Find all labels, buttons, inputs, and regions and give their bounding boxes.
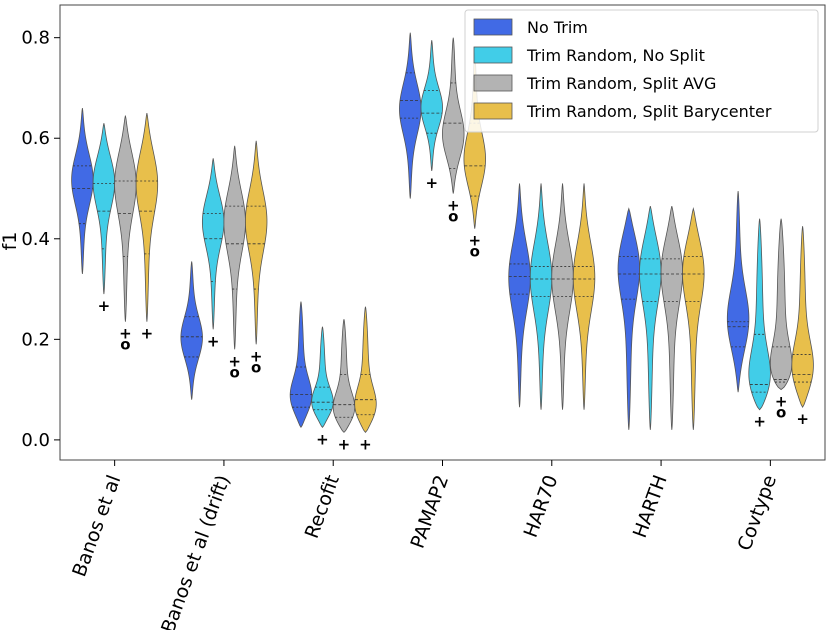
legend-swatch (473, 18, 513, 36)
outlier-marker: + (141, 325, 154, 343)
legend-swatch (473, 46, 513, 64)
violin-3-5 (682, 207, 705, 430)
outlier-marker: + (753, 413, 766, 431)
legend-swatch (473, 74, 513, 92)
outlier-marker: + (207, 332, 220, 350)
outlier-marker: o (120, 336, 130, 354)
outlier-marker: o (448, 208, 458, 226)
legend: No Trim Trim Random, No Split Trim Random,… (464, 9, 819, 133)
y-axis: 0.0 0.2 0.4 0.6 0.8 (21, 28, 60, 451)
x-tick-label: PAMAP2 (406, 472, 453, 551)
violin-3-2 (354, 306, 377, 433)
x-tick-label: Banos et al (drift) (157, 472, 235, 630)
x-tick-label: HAR70 (520, 472, 563, 540)
outlier-marker: o (470, 243, 480, 261)
violin-2-1 (223, 145, 246, 350)
violin-2-3 (442, 37, 465, 194)
violin-3-0 (135, 113, 159, 322)
outlier-marker: + (316, 430, 329, 448)
violin-0-3 (399, 32, 422, 199)
outlier-marker: + (250, 347, 263, 365)
outlier-marker: o (776, 404, 786, 422)
violin-2-0 (114, 115, 137, 322)
violin-0-6 (726, 190, 750, 393)
outlier-marker: + (359, 435, 372, 453)
violin-1-3 (420, 40, 443, 171)
violin-0-4 (508, 183, 531, 408)
outlier-marker: o (230, 363, 240, 381)
violin-1-5 (639, 206, 662, 430)
outlier-marker: o (251, 358, 261, 376)
violin-0-5 (617, 207, 641, 430)
legend-label: Trim Random, Split Barycenter (526, 102, 772, 121)
outlier-marker: + (447, 197, 460, 215)
violin-0-2 (289, 301, 313, 429)
violin-2-6 (769, 218, 793, 391)
legend-label: No Trim (527, 18, 588, 37)
violins-layer: ++++++o+o++o+o++o++o+ (71, 32, 814, 453)
violin-3-1 (244, 140, 268, 345)
x-tick-label: Covtype (734, 472, 782, 553)
violin-2-2 (332, 319, 356, 433)
y-tick-label: 0.0 (21, 430, 50, 451)
outlier-marker: + (228, 352, 241, 370)
y-tick-label: 0.8 (21, 28, 50, 49)
y-tick-label: 0.4 (21, 229, 50, 250)
violin-1-1 (201, 158, 225, 330)
y-tick-label: 0.6 (21, 128, 50, 149)
outlier-marker: + (119, 325, 132, 343)
outlier-marker: + (775, 393, 788, 411)
y-tick-label: 0.2 (21, 329, 50, 350)
violin-0-0 (71, 108, 94, 275)
outlier-marker: + (796, 410, 809, 428)
violin-1-6 (748, 218, 771, 411)
y-axis-label: f1 (0, 232, 21, 251)
outlier-marker: + (425, 174, 438, 192)
violin-3-6 (791, 226, 814, 409)
x-tick-label: Banos et al (68, 472, 125, 579)
violin-1-0 (92, 123, 116, 295)
violin-0-1 (180, 261, 203, 400)
violin-1-2 (311, 326, 334, 428)
legend-frame (464, 9, 819, 133)
x-tick-label: HARTH (629, 472, 672, 541)
x-tick-label: Recofit (301, 472, 344, 541)
legend-swatch (473, 102, 513, 120)
legend-label: Trim Random, Split AVG (526, 74, 716, 93)
legend-label: Trim Random, No Split (526, 46, 705, 65)
x-axis: Banos et al Banos et al (drift) Recofit PAM… (68, 460, 781, 630)
outlier-marker: + (98, 297, 111, 315)
violin-2-5 (660, 206, 684, 430)
outlier-marker: + (338, 435, 351, 453)
outlier-marker: + (468, 232, 481, 250)
